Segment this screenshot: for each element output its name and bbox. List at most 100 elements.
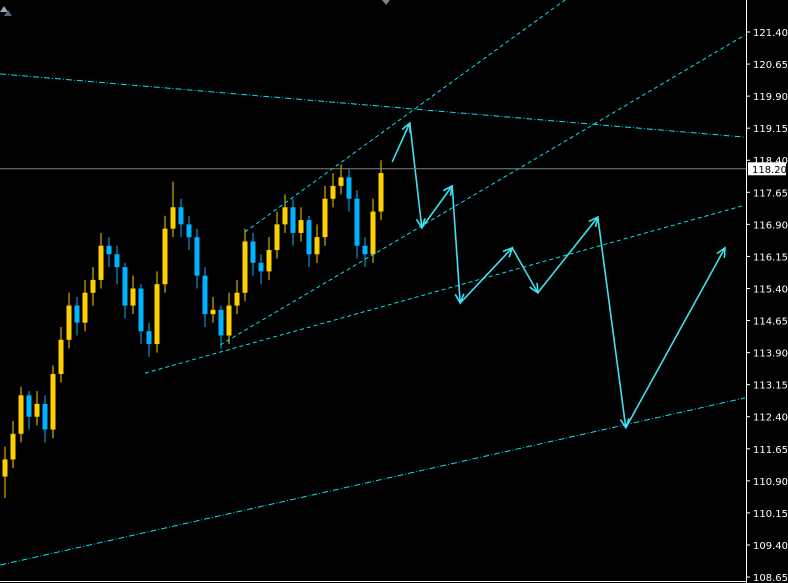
candle: [234, 279, 240, 315]
candle-body: [378, 173, 384, 212]
y-tick-label: 115.40: [753, 284, 788, 295]
forecast-arrows[interactable]: [391, 121, 726, 430]
candle: [370, 198, 376, 263]
candle: [218, 305, 224, 349]
candle: [274, 211, 280, 259]
trend-lines[interactable]: [0, 0, 746, 566]
candle-body: [202, 275, 208, 315]
candle: [106, 237, 112, 268]
y-tick-label: 117.65: [753, 188, 788, 199]
y-tick-label: 116.90: [753, 220, 788, 231]
candle-body: [106, 245, 112, 255]
candle-body: [122, 267, 128, 306]
y-tick-label: 109.40: [753, 541, 788, 552]
candle: [266, 237, 272, 280]
candle-body: [146, 331, 152, 345]
forecast-segment: [597, 216, 627, 428]
candle: [90, 267, 96, 306]
candle: [194, 228, 200, 289]
trend-line: [244, 0, 566, 233]
candle: [298, 207, 304, 242]
candle: [122, 262, 128, 319]
arrowhead-icon: [716, 246, 726, 258]
candle-body: [298, 220, 304, 233]
candle-body: [354, 198, 360, 246]
candle: [210, 297, 216, 323]
forecast-segment: [451, 185, 461, 304]
candle: [138, 284, 144, 345]
candle: [282, 194, 288, 233]
candle: [354, 190, 360, 259]
candle-body: [74, 305, 80, 323]
candle-body: [362, 245, 368, 255]
candle-body: [130, 288, 136, 306]
one-click-trading-icon[interactable]: [0, 6, 12, 16]
candle: [290, 198, 296, 246]
candles: [2, 160, 384, 498]
candle: [178, 198, 184, 238]
forecast-segment: [391, 122, 411, 163]
candle-body: [306, 220, 312, 255]
y-tick-label: 112.40: [753, 413, 788, 424]
candle-body: [162, 228, 168, 285]
candle: [226, 292, 232, 345]
candle: [242, 228, 248, 302]
forecast-segment: [537, 216, 599, 294]
candle-body: [290, 207, 296, 233]
candle-body: [210, 309, 216, 315]
candle-body: [186, 224, 192, 238]
candle-body: [82, 292, 88, 323]
candle-body: [34, 403, 40, 417]
candle-body: [258, 262, 264, 272]
candle-body: [274, 224, 280, 251]
candle: [330, 173, 336, 208]
candle-body: [114, 254, 120, 268]
chart-shift-marker-icon[interactable]: [382, 0, 390, 5]
trend-line: [144, 204, 746, 374]
candle: [50, 365, 56, 439]
y-tick-label: 119.15: [753, 124, 788, 135]
y-tick-label: 121.40: [753, 28, 788, 39]
forecast-segment: [511, 247, 539, 294]
candle: [338, 164, 344, 195]
candle: [74, 297, 80, 336]
candle: [202, 267, 208, 327]
candle-body: [66, 305, 72, 340]
candle: [162, 215, 168, 293]
candle-body: [50, 373, 56, 430]
y-tick-label: 113.15: [753, 381, 788, 392]
y-tick-label: 120.65: [753, 60, 788, 71]
candle-body: [370, 211, 376, 255]
candle: [10, 420, 16, 469]
forecast-segment: [459, 247, 513, 304]
candle: [114, 245, 120, 285]
candle: [306, 215, 312, 268]
candle: [250, 232, 256, 276]
candle: [146, 322, 152, 357]
candle: [154, 271, 160, 353]
forecast-segment: [625, 247, 726, 429]
candle: [66, 292, 72, 349]
candle: [18, 386, 24, 443]
y-tick-label: 110.90: [753, 477, 788, 488]
candle: [82, 279, 88, 332]
candle: [34, 391, 40, 426]
price-axis[interactable]: 121.40 120.65 119.90 119.15 118.40 117.65 116.…: [746, 28, 788, 583]
candle-body: [26, 395, 32, 417]
candle-body: [250, 241, 256, 263]
candle-body: [42, 403, 48, 430]
candle-body: [58, 339, 64, 374]
candle: [130, 275, 136, 315]
y-tick-label: 110.15: [753, 509, 788, 520]
trend-line: [0, 73, 746, 138]
y-tick-label: 119.90: [753, 92, 788, 103]
forecast-segment: [409, 122, 423, 228]
candle-body: [98, 245, 104, 280]
candle-body: [10, 433, 16, 460]
candle: [98, 232, 104, 289]
current-price-text: 118.20: [752, 165, 787, 176]
candle: [378, 160, 384, 221]
candle: [2, 446, 8, 498]
candle: [58, 326, 64, 383]
